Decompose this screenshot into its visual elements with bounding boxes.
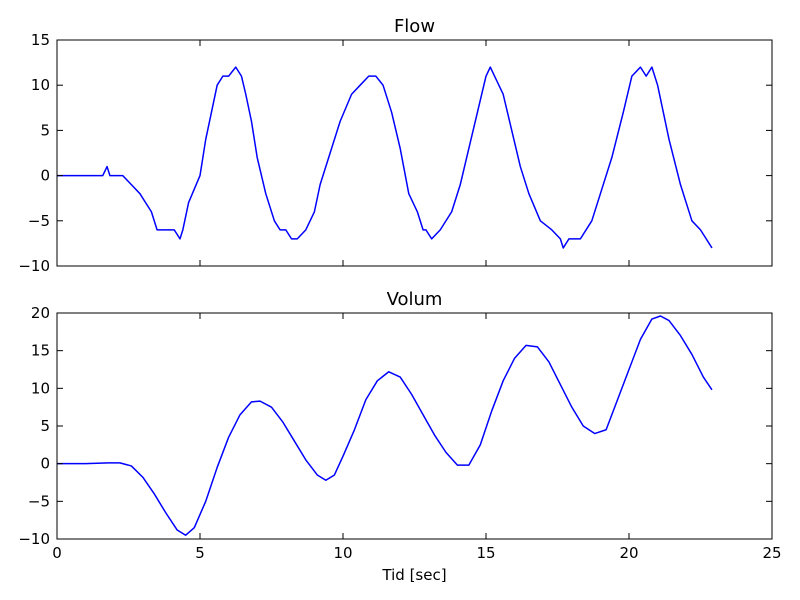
y-tick-label: −10	[18, 257, 50, 275]
x-axis-label: Tid [sec]	[381, 566, 446, 584]
y-tick-label: 0	[40, 455, 50, 473]
y-tick-label: −5	[28, 212, 50, 230]
y-tick-label: 10	[31, 379, 50, 397]
flow-chart: Flow −10 −5 0 5 10 15	[18, 16, 773, 275]
series-line	[57, 315, 713, 536]
y-tick-label: 0	[40, 167, 50, 185]
chart-title: Flow	[394, 16, 435, 37]
plot-frame	[56, 312, 773, 540]
y-tick-label: 15	[31, 31, 50, 49]
x-tick-label: 0	[52, 544, 62, 562]
x-tick-label: 20	[619, 544, 638, 562]
y-tick-label: 15	[31, 342, 50, 360]
chart-title: Volum	[387, 289, 443, 310]
y-tick-label: 10	[31, 76, 50, 94]
volum-chart: Volum 0 5 10 15 20 25 −10 −5 0 5 10 15 20 Tid [sec]	[18, 289, 781, 584]
y-tick-label: 5	[40, 121, 50, 139]
y-tick-label: 5	[40, 417, 50, 435]
x-tick-label: 15	[476, 544, 495, 562]
x-tick-label: 5	[195, 544, 205, 562]
plot-frame	[56, 39, 773, 267]
y-tick-label: −5	[28, 492, 50, 510]
x-tick-label: 10	[333, 544, 352, 562]
y-tick-label: −10	[18, 530, 50, 548]
series-line	[57, 66, 713, 249]
x-tick-label: 25	[762, 544, 781, 562]
y-tick-label: 20	[31, 304, 50, 322]
